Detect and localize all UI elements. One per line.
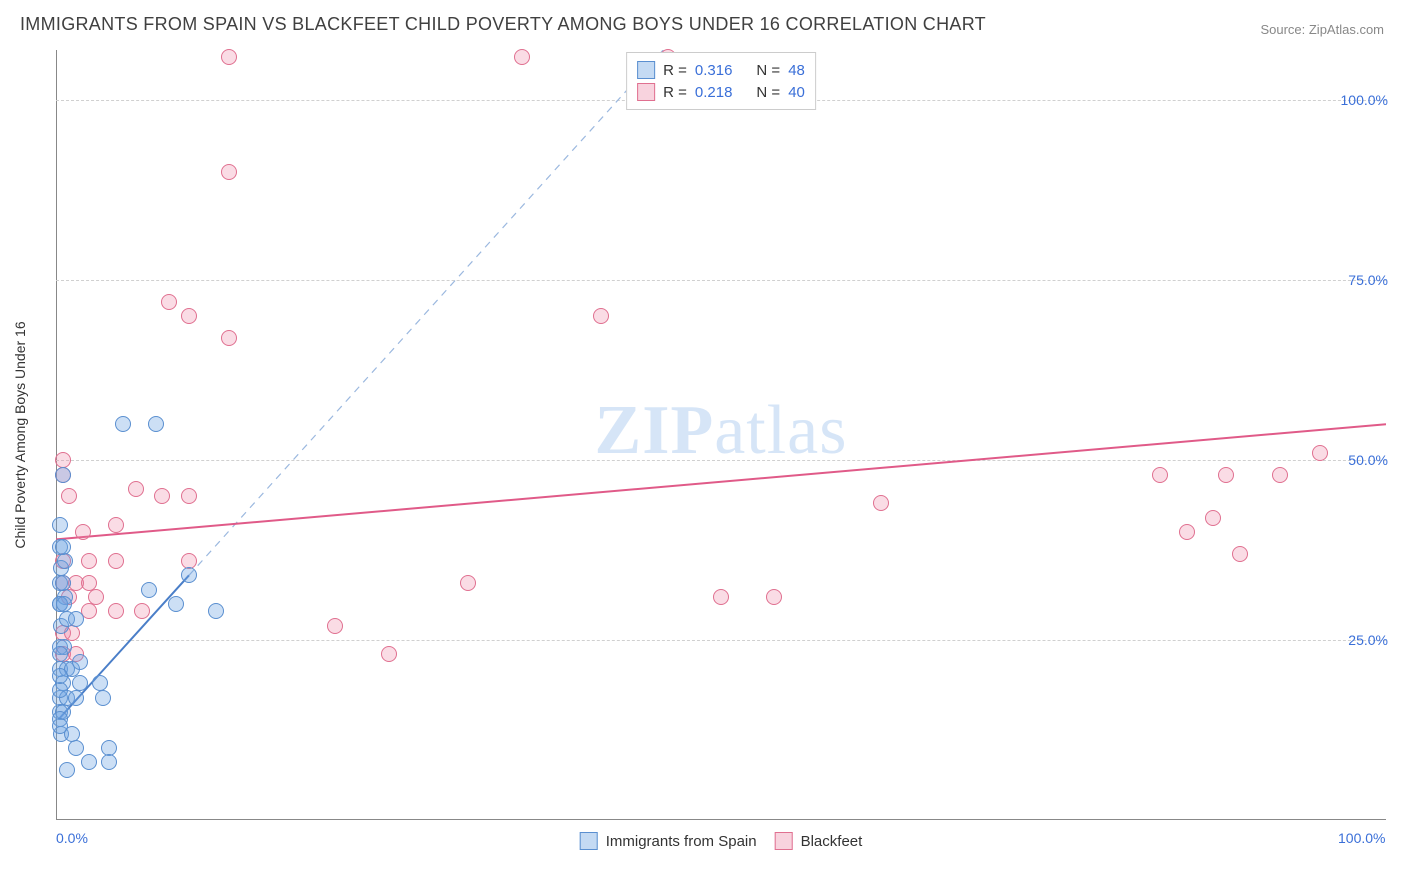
data-point	[161, 294, 177, 310]
data-point	[713, 589, 729, 605]
data-point	[1272, 467, 1288, 483]
data-point	[381, 646, 397, 662]
legend-label-spain: Immigrants from Spain	[606, 833, 757, 850]
swatch-blackfeet-icon	[637, 83, 655, 101]
n-value-blackfeet: 40	[788, 84, 805, 101]
n-value-spain: 48	[788, 62, 805, 79]
data-point	[1152, 467, 1168, 483]
data-point	[55, 575, 71, 591]
data-point	[154, 488, 170, 504]
data-point	[766, 589, 782, 605]
data-point	[1218, 467, 1234, 483]
data-point	[81, 754, 97, 770]
data-point	[55, 467, 71, 483]
data-point	[72, 675, 88, 691]
data-point	[181, 488, 197, 504]
data-point	[460, 575, 476, 591]
swatch-spain-icon	[580, 832, 598, 850]
data-point	[168, 596, 184, 612]
data-point	[181, 308, 197, 324]
data-point	[148, 416, 164, 432]
data-point	[208, 603, 224, 619]
data-point	[1232, 546, 1248, 562]
r-value-spain: 0.316	[695, 62, 733, 79]
data-point	[593, 308, 609, 324]
data-point	[221, 49, 237, 65]
legend-row-blackfeet: R = 0.218 N = 40	[637, 81, 805, 103]
data-point	[52, 668, 68, 684]
trend-svg	[56, 50, 1386, 820]
data-point	[52, 517, 68, 533]
data-point	[52, 718, 68, 734]
data-point	[88, 589, 104, 605]
data-point	[115, 416, 131, 432]
data-point	[1312, 445, 1328, 461]
data-point	[55, 539, 71, 555]
legend-item-blackfeet: Blackfeet	[775, 832, 863, 850]
data-point	[59, 762, 75, 778]
data-point	[81, 553, 97, 569]
data-point	[61, 488, 77, 504]
trend-line-blackfeet	[56, 424, 1386, 539]
data-point	[68, 690, 84, 706]
data-point	[134, 603, 150, 619]
data-point	[141, 582, 157, 598]
n-label: N =	[756, 62, 780, 79]
data-point	[68, 740, 84, 756]
source-label: Source: ZipAtlas.com	[1260, 22, 1384, 37]
data-point	[57, 553, 73, 569]
trend-line-spain-extension	[189, 50, 748, 575]
chart-title: IMMIGRANTS FROM SPAIN VS BLACKFEET CHILD…	[20, 14, 986, 35]
data-point	[514, 49, 530, 65]
data-point	[92, 675, 108, 691]
data-point	[108, 603, 124, 619]
plot-area: Child Poverty Among Boys Under 16 25.0%5…	[56, 50, 1386, 820]
data-point	[108, 517, 124, 533]
data-point	[1179, 524, 1195, 540]
x-tick-label: 100.0%	[1338, 830, 1385, 846]
data-point	[181, 567, 197, 583]
data-point	[108, 553, 124, 569]
data-point	[81, 575, 97, 591]
legend-series: Immigrants from Spain Blackfeet	[580, 832, 863, 850]
data-point	[68, 611, 84, 627]
data-point	[1205, 510, 1221, 526]
legend-label-blackfeet: Blackfeet	[801, 833, 863, 850]
legend-correlation: R = 0.316 N = 48 R = 0.218 N = 40	[626, 52, 816, 110]
data-point	[52, 646, 68, 662]
data-point	[128, 481, 144, 497]
legend-item-spain: Immigrants from Spain	[580, 832, 757, 850]
data-point	[95, 690, 111, 706]
data-point	[52, 682, 68, 698]
data-point	[327, 618, 343, 634]
r-label: R =	[663, 62, 687, 79]
data-point	[221, 330, 237, 346]
swatch-blackfeet-icon	[775, 832, 793, 850]
data-point	[72, 654, 88, 670]
data-point	[56, 596, 72, 612]
n-label: N =	[756, 84, 780, 101]
swatch-spain-icon	[637, 61, 655, 79]
legend-row-spain: R = 0.316 N = 48	[637, 59, 805, 81]
r-label: R =	[663, 84, 687, 101]
data-point	[221, 164, 237, 180]
y-axis-label: Child Poverty Among Boys Under 16	[12, 321, 28, 548]
r-value-blackfeet: 0.218	[695, 84, 733, 101]
data-point	[75, 524, 91, 540]
data-point	[101, 754, 117, 770]
data-point	[873, 495, 889, 511]
x-tick-label: 0.0%	[56, 830, 88, 846]
